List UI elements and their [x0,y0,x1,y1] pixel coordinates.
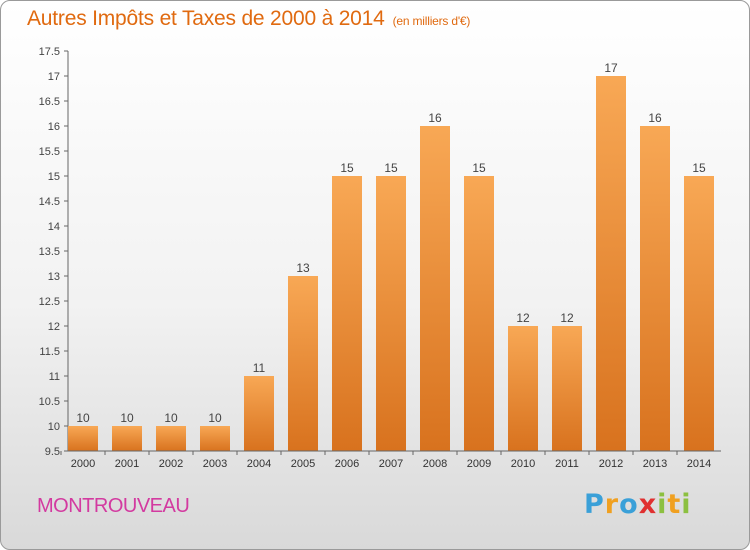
bar-2008 [420,126,450,451]
x-tick-label-2003: 2003 [203,458,227,470]
place-name: MONTROUVEAU [37,495,190,517]
y-tick-label: 17.5 [39,46,60,58]
x-tick-label-2011: 2011 [555,458,579,470]
data-label-2010: 12 [516,311,530,325]
x-tick-label-2012: 2012 [599,458,623,470]
data-label-2004: 11 [253,361,266,375]
y-tick-label: 12 [48,321,60,333]
data-label-2000: 10 [76,411,90,425]
x-tick-label-2000: 2000 [71,458,95,470]
y-tick-label: 17 [48,71,60,83]
x-tick-label-2007: 2007 [379,458,403,470]
y-tick-label: 15.5 [39,146,60,158]
y-tick-label: 14.5 [39,196,60,208]
y-tick-label: 15 [48,171,60,183]
x-tick-label-2004: 2004 [247,458,271,470]
data-label-2005: 13 [296,261,310,275]
x-tick-label-2006: 2006 [335,458,359,470]
bar-2005 [288,276,318,451]
proxiti-logo: Proxiti [584,489,692,520]
x-tick-label-2002: 2002 [159,458,183,470]
bar-2009 [464,176,494,451]
x-tick-label-2001: 2001 [115,458,139,470]
bar-2013 [640,126,670,451]
y-tick-label: 14 [48,221,60,233]
y-tick-label: 16 [48,121,60,133]
data-label-2009: 15 [472,161,486,175]
bars: 10 10 10 10 11 13 15 15 16 15 12 12 17 16 15 [68,61,714,451]
bar-2012 [596,76,626,451]
y-axis: 9.5 10 10.5 11 11.5 12 12.5 13 13.5 14 14.5 15 15.5 1… [39,46,69,458]
x-tick-label-2010: 2010 [511,458,535,470]
data-label-2001: 10 [120,411,134,425]
bar-2004 [244,376,274,451]
y-tick-label: 12.5 [39,296,60,308]
bar-2006 [332,176,362,451]
data-label-2011: 12 [560,311,574,325]
data-label-2013: 16 [648,111,662,125]
data-label-2014: 15 [692,161,706,175]
bar-2007 [376,176,406,451]
y-tick-label: 11.5 [39,346,60,358]
data-label-2003: 10 [208,411,222,425]
y-tick-label: 9.5 [45,446,60,458]
y-tick-label: 10 [48,421,60,433]
y-tick-label: 10.5 [39,396,60,408]
x-tick-label-2013: 2013 [643,458,667,470]
x-tick-label-2008: 2008 [423,458,447,470]
bar-2001 [112,426,142,451]
y-tick-label: 13.5 [39,246,60,258]
chart-title-text: Autres Impôts et Taxes de 2000 à 2014 [27,7,385,30]
unit-note: (en milliers d'€) [392,14,471,28]
data-label-2008: 16 [428,111,442,125]
x-tick-label-2009: 2009 [467,458,491,470]
x-tick-label-2014: 2014 [687,458,711,470]
y-tick-label: 13 [48,271,60,283]
bar-2002 [156,426,186,451]
bar-2003 [200,426,230,451]
y-tick-label: 16.5 [39,96,60,108]
data-label-2002: 10 [164,411,178,425]
data-label-2007: 15 [384,161,398,175]
x-axis: 2000 2001 2002 2003 2004 2005 2006 2007 2008 2009… [60,450,721,470]
data-label-2006: 15 [340,161,354,175]
x-tick-label-2005: 2005 [291,458,315,470]
y-tick-label: 11 [49,371,60,383]
bar-2011 [552,326,582,451]
bar-2010 [508,326,538,451]
bar-2000 [68,426,98,451]
data-label-2012: 17 [604,61,618,75]
chart-title: Autres Impôts et Taxes de 2000 à 2014 (en… [27,7,470,31]
bar-2014 [684,176,714,451]
